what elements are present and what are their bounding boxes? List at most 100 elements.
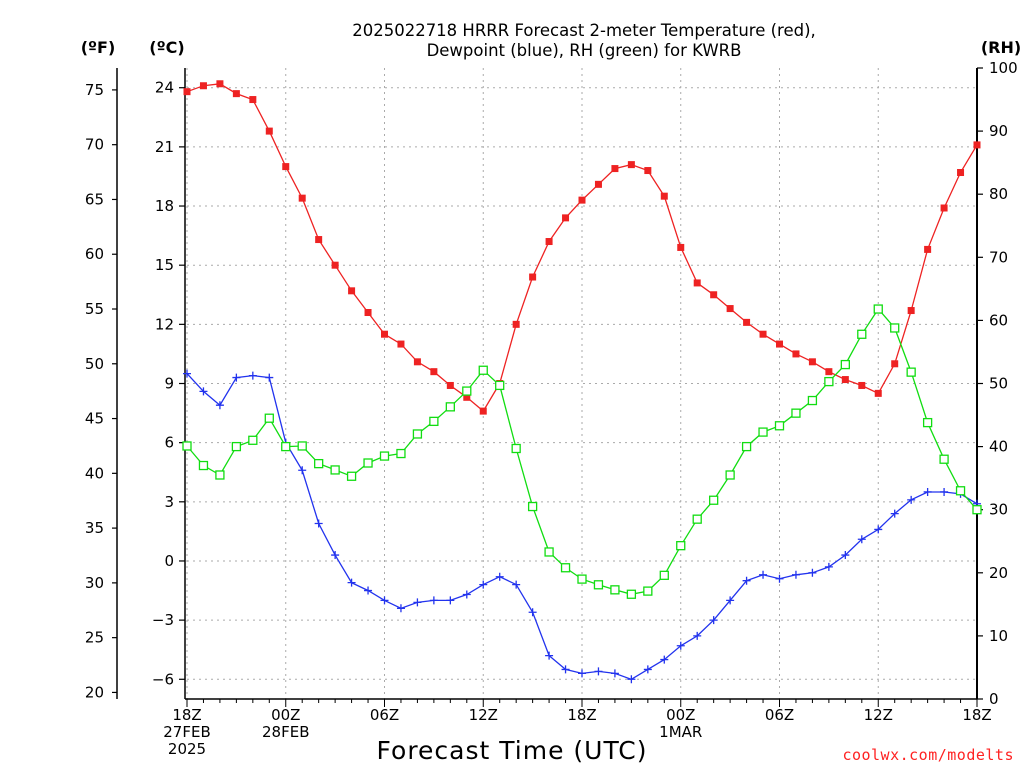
fahrenheit-tick-label-7: 55 (85, 300, 104, 318)
rh-point-47 (955, 486, 966, 496)
celsius-tick-label-4: 6 (164, 434, 174, 452)
temperature-point-15 (430, 368, 438, 376)
temperature-point-26 (611, 165, 619, 173)
dewpoint-point-39 (824, 562, 833, 571)
dewpoint-point-7 (298, 466, 307, 475)
dewpoint-point-29 (660, 655, 669, 664)
dewpoint-point-37 (791, 570, 800, 579)
rh-point-6 (281, 441, 291, 452)
temperature-point-8 (315, 236, 323, 244)
rh-point-27 (626, 589, 637, 599)
temperature-point-10 (348, 287, 356, 295)
dewpoint-point-1 (199, 387, 208, 396)
temperature-point-33 (726, 305, 734, 313)
time-tick-label-3-0: 12Z (469, 706, 498, 724)
temperature-point-9 (331, 261, 339, 269)
rh-point-35 (758, 427, 768, 437)
rh-point-48 (972, 505, 982, 515)
dewpoint-point-5 (265, 373, 274, 382)
fahrenheit-tick-label-10: 70 (85, 136, 104, 154)
fahrenheit-tick-label-2: 30 (85, 574, 104, 592)
temperature-point-40 (841, 376, 849, 384)
temperature-point-42 (874, 389, 882, 397)
dewpoint-point-14 (413, 598, 422, 607)
dewpoint-point-20 (512, 580, 521, 589)
rh-point-46 (939, 454, 949, 464)
rh-point-38 (807, 395, 818, 406)
celsius-tick-label-0: −6 (152, 670, 174, 688)
rh-point-14 (412, 429, 423, 439)
rh-point-16 (445, 402, 455, 412)
dewpoint-point-41 (857, 535, 866, 544)
dewpoint-point-36 (775, 574, 784, 583)
temperature-point-20 (512, 320, 520, 328)
rh-tick-label-1: 10 (989, 627, 1008, 645)
temperature-point-41 (858, 381, 866, 389)
temperature-point-30 (677, 243, 685, 251)
temperature-point-4 (249, 96, 257, 104)
rh-tick-label-2: 20 (989, 564, 1008, 582)
celsius-tick-label-8: 18 (155, 197, 174, 215)
dewpoint-point-34 (742, 576, 751, 585)
temperature-point-24 (578, 196, 586, 204)
dewpoint-point-11 (364, 586, 373, 595)
time-tick-label-0-2: 2025 (168, 740, 206, 758)
rh-point-41 (857, 329, 867, 339)
credit-link[interactable]: coolwx.com/modelts (842, 746, 1014, 764)
temperature-point-39 (825, 368, 833, 376)
rh-point-32 (709, 495, 719, 505)
fahrenheit-unit-label: (ºF) (81, 38, 116, 57)
dewpoint-point-23 (561, 665, 570, 674)
dewpoint-point-9 (331, 551, 340, 560)
dewpoint-point-0 (183, 369, 191, 378)
fahrenheit-tick-label-1: 25 (85, 629, 104, 647)
temperature-point-29 (660, 192, 668, 200)
rh-point-29 (659, 570, 669, 580)
dewpoint-point-4 (248, 371, 257, 380)
celsius-tick-label-6: 12 (155, 315, 174, 333)
temperature-point-45 (924, 245, 932, 253)
time-tick-label-7-0: 12Z (864, 706, 893, 724)
rh-point-12 (379, 451, 390, 461)
rh-point-9 (330, 465, 340, 475)
rh-tick-label-4: 40 (989, 438, 1008, 456)
temperature-point-47 (957, 169, 965, 177)
temperature-point-14 (413, 358, 421, 366)
dewpoint-point-10 (347, 578, 356, 587)
dewpoint-point-28 (643, 665, 652, 674)
rh-point-26 (610, 585, 620, 595)
rh-point-13 (396, 448, 406, 459)
temperature-point-16 (446, 381, 454, 389)
dewpoint-point-24 (578, 669, 586, 678)
rh-point-20 (511, 443, 521, 454)
rh-point-4 (248, 435, 258, 445)
temperature-point-18 (479, 407, 487, 415)
time-tick-label-1-1: 28FEB (262, 723, 309, 741)
rh-point-39 (824, 376, 834, 387)
dewpoint-point-45 (923, 487, 932, 496)
rh-unit-label: (RH) (981, 38, 1021, 57)
dewpoint-point-18 (479, 580, 488, 589)
celsius-tick-label-2: 0 (164, 552, 174, 570)
fahrenheit-tick-label-3: 35 (85, 519, 104, 537)
temperature-point-35 (759, 330, 767, 338)
temperature-point-7 (298, 194, 306, 202)
temperature-point-3 (232, 90, 240, 98)
rh-point-17 (462, 386, 472, 396)
celsius-tick-label-7: 15 (155, 256, 174, 274)
rh-tick-label-6: 60 (989, 311, 1008, 329)
rh-point-40 (840, 359, 850, 370)
fahrenheit-tick-label-5: 45 (85, 410, 104, 428)
rh-point-42 (873, 304, 883, 314)
rh-point-43 (890, 323, 900, 333)
temperature-point-27 (627, 161, 635, 169)
celsius-tick-label-9: 21 (155, 138, 174, 156)
temperature-point-44 (907, 307, 915, 315)
celsius-axis: −6 −3 0 3 6 9 12 15 18 21 24 (152, 79, 185, 688)
dewpoint-point-32 (709, 616, 718, 625)
temperature-point-13 (397, 340, 405, 348)
rh-point-24 (577, 574, 587, 584)
rh-point-34 (741, 441, 752, 452)
time-tick-label-2-0: 06Z (370, 706, 399, 724)
